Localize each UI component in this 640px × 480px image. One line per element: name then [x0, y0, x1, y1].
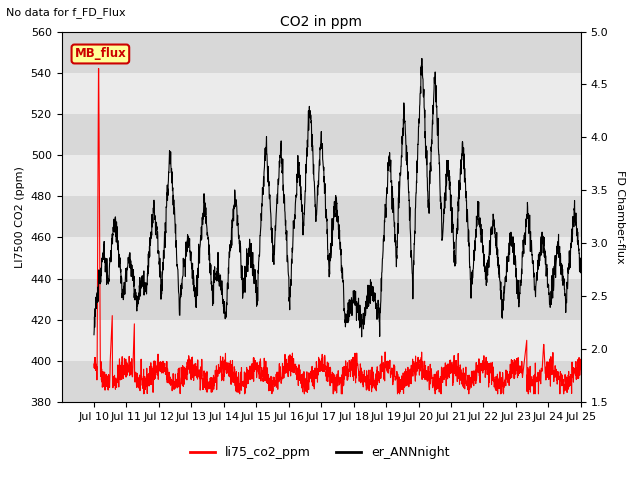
- Text: MB_flux: MB_flux: [74, 48, 126, 60]
- Title: CO2 in ppm: CO2 in ppm: [280, 15, 362, 29]
- Bar: [61, 196, 581, 238]
- Y-axis label: FD Chamber-flux: FD Chamber-flux: [615, 170, 625, 264]
- Bar: [61, 361, 581, 402]
- Legend: li75_co2_ppm, er_ANNnight: li75_co2_ppm, er_ANNnight: [186, 441, 454, 464]
- Y-axis label: LI7500 CO2 (ppm): LI7500 CO2 (ppm): [15, 166, 25, 268]
- Bar: [61, 278, 581, 320]
- Bar: [61, 32, 581, 73]
- Bar: [61, 114, 581, 155]
- Text: No data for f_FD_Flux: No data for f_FD_Flux: [6, 7, 126, 18]
